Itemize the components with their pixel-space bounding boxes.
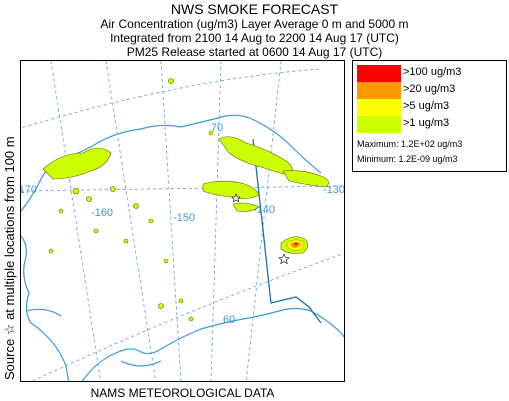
source-side-label: Source ☆ at multiple locations from 100 … (2, 136, 17, 380)
smoke-patch (86, 196, 92, 202)
lon-150-label: -150 (173, 212, 195, 224)
concentration-description: Air Concentration (ug/m3) Layer Average … (100, 17, 409, 31)
legend-label-1: >1 ug/m3 (403, 117, 450, 129)
lat-70-label: 70 (211, 122, 223, 134)
legend-item-1: >1 ug/m3 (357, 116, 505, 133)
smoke-patch (110, 186, 116, 192)
smoke-plumes (42, 78, 329, 322)
smoke-level-100 (294, 242, 298, 246)
smoke-patch (163, 258, 169, 264)
concentration-legend: >100 ug/m3 >20 ug/m3 >5 ug/m3 >1 ug/m3 M… (352, 60, 507, 172)
source-star-icon (278, 253, 290, 265)
smoke-plume-central (202, 180, 260, 199)
legend-swatch-1 (357, 116, 401, 133)
legend-label-5: >5 ug/m3 (403, 100, 450, 112)
legend-minimum: Minimum: 1.2E-09 ug/m3 (357, 154, 458, 164)
map-graticule (21, 61, 344, 381)
lon-170-label: -170 (21, 184, 37, 196)
meridian-140 (210, 61, 222, 381)
legend-maximum: Maximum: 1.2E+02 ug/m3 (357, 139, 463, 149)
smoke-patch (188, 316, 194, 322)
forecast-title: NWS SMOKE FORECAST (170, 1, 339, 17)
legend-item-20: >20 ug/m3 (357, 82, 505, 99)
smoke-map: 70 60 -170 -160 -150 -140 -130 (20, 60, 345, 382)
meridian-130 (245, 61, 282, 381)
smoke-patch (123, 238, 129, 244)
smoke-patch (158, 303, 164, 309)
source-markers (231, 193, 290, 265)
latitude-60-line (31, 253, 344, 381)
lon-130-label: -130 (323, 184, 345, 196)
smoke-patch (48, 248, 54, 254)
legend-swatch-5 (357, 99, 401, 116)
smoke-patch (168, 78, 174, 84)
legend-item-100: >100 ug/m3 (357, 65, 505, 82)
legend-swatch-100 (357, 65, 401, 82)
meridian-160 (105, 61, 157, 381)
data-source-footer: NAMS METEOROLOGICAL DATA (90, 386, 275, 400)
smoke-patch (148, 218, 154, 224)
smoke-patch (133, 203, 139, 209)
smoke-plume-north (218, 136, 293, 177)
lon-140-label: -140 (253, 204, 275, 216)
integration-period: Integrated from 2100 14 Aug to 2200 14 A… (110, 31, 399, 45)
smoke-plume-east (282, 170, 329, 188)
smoke-patch (208, 130, 214, 136)
smoke-patch (58, 208, 64, 214)
lat-60-label: 60 (223, 314, 235, 326)
parallel-65 (21, 185, 344, 192)
smoke-patch (93, 228, 99, 234)
lon-160-label: -160 (91, 207, 113, 219)
smoke-patch (178, 298, 184, 304)
legend-swatch-20 (357, 82, 401, 99)
smoke-plume-small (232, 202, 260, 212)
smoke-patch (72, 187, 80, 195)
source-star-icon (231, 193, 241, 203)
meridian-170 (50, 61, 102, 381)
legend-label-100: >100 ug/m3 (403, 66, 462, 78)
smoke-plume-northwest (42, 147, 112, 180)
legend-item-5: >5 ug/m3 (357, 99, 505, 116)
legend-label-20: >20 ug/m3 (403, 83, 456, 95)
canada-border (252, 138, 322, 324)
release-info: PM25 Release started at 0600 14 Aug 17 (… (126, 45, 383, 59)
